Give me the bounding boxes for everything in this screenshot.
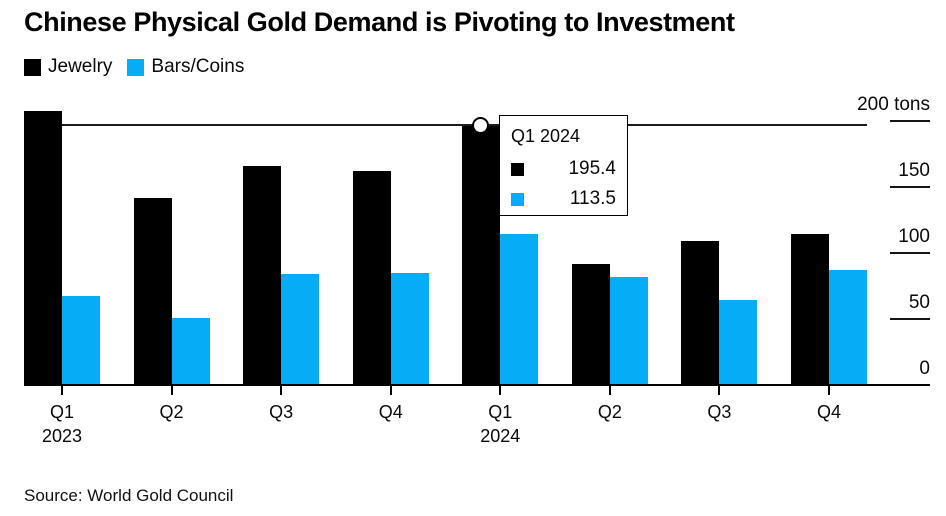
bars-coins-swatch-icon	[511, 192, 524, 206]
x-axis-tick	[61, 386, 63, 395]
x-axis-line	[24, 384, 930, 386]
bars-coins-swatch-icon	[127, 58, 145, 76]
y-axis-label-150: 150	[898, 160, 930, 181]
bar-jewelry-q2-2023[interactable]	[133, 198, 172, 384]
y-axis-label-200: 200 tons	[857, 94, 930, 115]
y-axis-label-100: 100	[898, 226, 930, 247]
y-axis-tick	[890, 252, 930, 254]
y-axis-label-50: 50	[908, 292, 930, 313]
legend-label: Jewelry	[48, 56, 113, 77]
x-axis-tick	[828, 386, 830, 395]
legend-label: Bars/Coins	[151, 56, 245, 77]
y-axis-tick	[890, 120, 930, 122]
bar-bars-coins-q4-2023[interactable]	[390, 273, 429, 384]
hover-tooltip: Q1 2024 195.4 113.5	[499, 115, 628, 216]
hover-crosshair-line	[24, 124, 867, 127]
x-axis-label-q2-2024: Q2	[597, 402, 622, 422]
bar-jewelry-q1-2023[interactable]	[24, 111, 62, 384]
source-note: Source: World Gold Council	[24, 486, 234, 505]
tooltip-row-bars-coins: 113.5	[511, 188, 616, 210]
jewelry-swatch-icon	[511, 162, 524, 176]
bar-bars-coins-q1-2024[interactable]	[500, 234, 539, 384]
x-axis-label-q1-2024: Q1	[488, 402, 513, 422]
y-axis-tick	[890, 186, 930, 188]
legend-item-bars-coins[interactable]: Bars/Coins	[127, 56, 244, 78]
tooltip-row-jewelry: 195.4	[511, 158, 616, 180]
x-axis-label-q4-2024: Q4	[816, 402, 841, 422]
bar-jewelry-q1-2024[interactable]	[462, 126, 501, 384]
bar-bars-coins-q1-2023[interactable]	[62, 296, 100, 384]
x-axis-tick	[170, 386, 173, 395]
x-axis-year-label: 2024	[480, 426, 521, 446]
legend-item-jewelry[interactable]: Jewelry	[24, 56, 112, 78]
bar-bars-coins-q2-2024[interactable]	[609, 277, 648, 384]
x-axis-label-q3-2023: Q3	[269, 402, 294, 422]
bar-jewelry-q4-2024[interactable]	[791, 234, 829, 384]
y-axis-label-0: 0	[919, 358, 930, 379]
bar-jewelry-q4-2023[interactable]	[352, 171, 391, 384]
x-axis-tick	[389, 386, 392, 395]
x-axis-label-q1-2023: Q1	[49, 402, 74, 422]
chart-title: Chinese Physical Gold Demand is Pivoting…	[24, 7, 735, 37]
tooltip-value: 195.4	[568, 158, 616, 179]
legend: Jewelry Bars/Coins	[24, 56, 244, 78]
tooltip-value: 113.5	[569, 188, 616, 209]
x-axis-tick	[499, 386, 502, 395]
hover-marker-dot	[472, 117, 490, 135]
x-axis-year-label: 2023	[41, 426, 83, 446]
bar-bars-coins-q2-2023[interactable]	[171, 318, 210, 384]
bar-bars-coins-q3-2024[interactable]	[719, 300, 758, 384]
bar-jewelry-q2-2024[interactable]	[571, 264, 610, 384]
y-axis-tick	[890, 318, 930, 320]
x-axis-label-q3-2024: Q3	[707, 402, 732, 422]
tooltip-period-label: Q1 2024	[511, 126, 581, 146]
x-axis-label-q4-2023: Q4	[378, 402, 403, 422]
jewelry-swatch-icon	[24, 58, 41, 76]
x-axis-label-q2-2023: Q2	[159, 402, 184, 422]
bar-bars-coins-q4-2024[interactable]	[829, 270, 867, 384]
x-axis-tick	[608, 386, 611, 395]
x-axis-tick	[718, 386, 721, 395]
bar-jewelry-q3-2024[interactable]	[681, 241, 720, 384]
bar-jewelry-q3-2023[interactable]	[243, 166, 282, 384]
x-axis-tick	[280, 386, 283, 395]
bar-bars-coins-q3-2023[interactable]	[281, 274, 320, 384]
